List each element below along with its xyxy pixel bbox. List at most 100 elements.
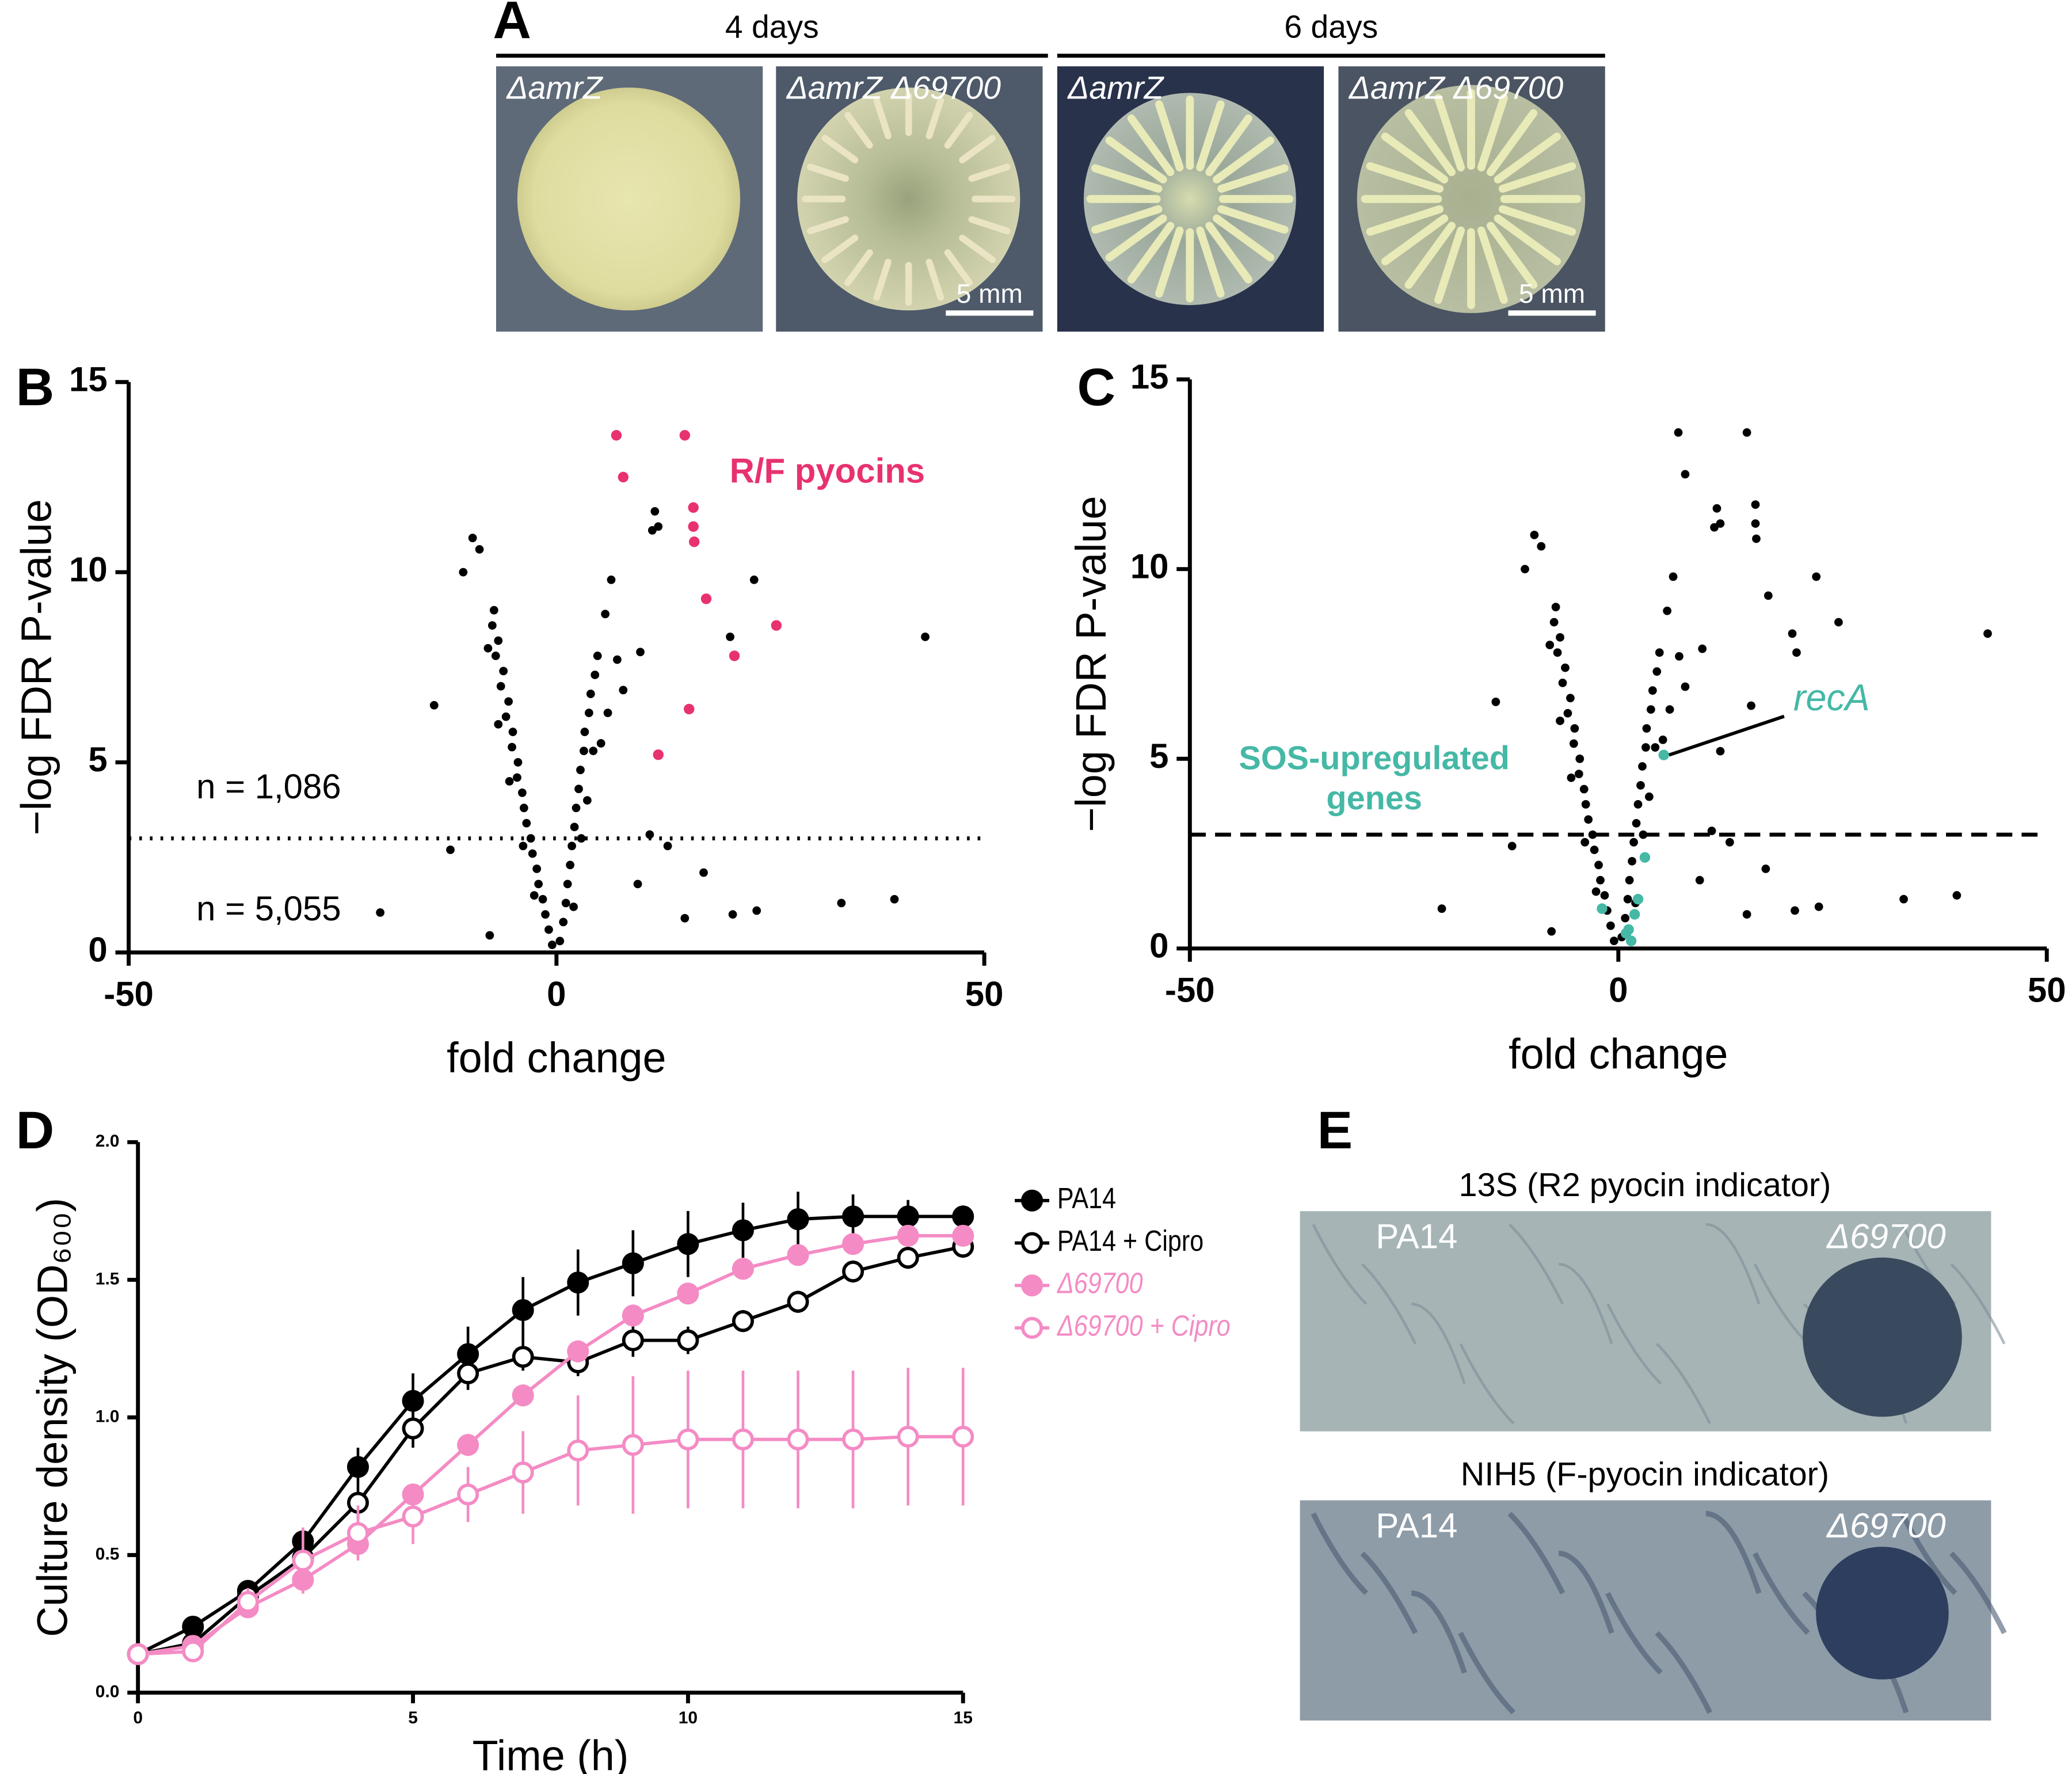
data-point bbox=[636, 648, 645, 657]
data-point bbox=[1567, 773, 1576, 782]
image-label: ΔamrZ Δ69700 bbox=[1348, 70, 1564, 105]
data-point bbox=[513, 758, 523, 767]
colony-wrinkle bbox=[1434, 226, 1465, 304]
data-point bbox=[1638, 762, 1647, 771]
data-point bbox=[650, 507, 660, 516]
data-point bbox=[459, 568, 468, 577]
data-point bbox=[1899, 894, 1908, 904]
data-point bbox=[897, 1205, 919, 1228]
data-point bbox=[732, 1310, 754, 1333]
data-point bbox=[513, 773, 521, 782]
data-point bbox=[1549, 618, 1559, 627]
data-point bbox=[688, 502, 699, 513]
data-point bbox=[1751, 519, 1760, 528]
plate-label: PA14 bbox=[1376, 1506, 1457, 1545]
plate-texture bbox=[1655, 1631, 1712, 1714]
data-point bbox=[1788, 629, 1797, 638]
data-point bbox=[622, 1304, 644, 1327]
data-point bbox=[534, 880, 543, 889]
data-point bbox=[787, 1208, 809, 1231]
colony-wrinkle bbox=[1091, 205, 1163, 234]
data-point bbox=[1569, 739, 1578, 748]
data-point bbox=[526, 834, 535, 843]
colony-wrinkle bbox=[1486, 109, 1538, 176]
image-label: ΔamrZ bbox=[505, 70, 603, 105]
colony-wrinkle bbox=[1486, 222, 1538, 289]
colony-wrinkle bbox=[1196, 226, 1225, 298]
plate-texture bbox=[1606, 1303, 1662, 1385]
data-point bbox=[842, 1428, 864, 1451]
plate-label: Δ69700 bbox=[1826, 1506, 1946, 1545]
data-point bbox=[663, 842, 672, 851]
plate-label: PA14 bbox=[1376, 1217, 1457, 1255]
panel-label: A bbox=[493, 0, 531, 50]
data-point bbox=[1628, 856, 1636, 866]
colony bbox=[1357, 85, 1586, 313]
colony-wrinkle bbox=[1381, 132, 1449, 184]
x-axis-title: fold change bbox=[447, 1034, 666, 1082]
colony-wrinkle bbox=[1404, 222, 1456, 289]
data-point bbox=[1681, 682, 1690, 691]
plate-texture bbox=[1360, 1551, 1418, 1635]
colony-wrinkle bbox=[821, 234, 859, 264]
colony-wrinkle bbox=[1498, 205, 1576, 236]
data-point bbox=[1597, 903, 1608, 914]
data-point bbox=[508, 743, 516, 752]
data-point bbox=[1747, 701, 1755, 710]
data-point bbox=[567, 1439, 589, 1461]
colony-wrinkle bbox=[959, 135, 996, 163]
data-point bbox=[584, 709, 593, 717]
colony-wrinkle bbox=[968, 216, 1011, 235]
colony-wrinkle bbox=[1155, 226, 1184, 298]
data-point bbox=[679, 430, 691, 441]
data-point bbox=[1600, 891, 1609, 900]
data-point bbox=[485, 931, 494, 940]
data-point bbox=[237, 1590, 259, 1613]
legend-marker bbox=[1021, 1232, 1043, 1254]
data-point bbox=[1625, 935, 1637, 946]
colony bbox=[797, 87, 1020, 311]
data-point bbox=[603, 709, 612, 717]
plate-texture bbox=[1558, 1263, 1613, 1345]
data-point bbox=[1642, 724, 1651, 733]
data-point bbox=[1621, 913, 1630, 923]
data-point bbox=[1545, 641, 1555, 649]
panel-label: B bbox=[16, 357, 55, 417]
data-point bbox=[505, 777, 514, 786]
data-point bbox=[468, 534, 477, 542]
legend-label: PA14 bbox=[1057, 1182, 1116, 1215]
colony-wrinkle bbox=[1498, 162, 1576, 193]
data-point bbox=[1710, 523, 1719, 532]
data-point bbox=[567, 1272, 589, 1294]
data-point bbox=[1712, 504, 1721, 513]
y-tick-label: 10 bbox=[69, 550, 108, 589]
plate-texture bbox=[1459, 1343, 1515, 1425]
data-point bbox=[952, 1425, 974, 1448]
y-tick-label: 0.5 bbox=[96, 1545, 120, 1564]
data-point bbox=[576, 766, 585, 774]
colony-wrinkle bbox=[1213, 214, 1275, 262]
data-point bbox=[1698, 644, 1707, 653]
data-point bbox=[1674, 428, 1683, 437]
y-axis-title: Culture density (OD₆₀₀) bbox=[28, 1198, 76, 1637]
legend-label: Δ69700 bbox=[1057, 1266, 1143, 1299]
data-point bbox=[457, 1483, 479, 1506]
data-point bbox=[1633, 800, 1643, 809]
data-point bbox=[1563, 709, 1572, 718]
colony-wrinkle bbox=[1404, 109, 1456, 176]
plate-texture bbox=[1458, 1631, 1515, 1715]
panel-label: E bbox=[1317, 1101, 1353, 1160]
data-point bbox=[1590, 846, 1599, 854]
colony-wrinkle bbox=[1494, 132, 1561, 184]
y-tick-label: 5 bbox=[88, 740, 107, 779]
data-point bbox=[512, 1461, 534, 1484]
data-point bbox=[1751, 500, 1760, 509]
data-point bbox=[1812, 572, 1821, 581]
colony-wrinkle bbox=[1196, 100, 1225, 172]
colony-wrinkle bbox=[944, 249, 973, 286]
data-point bbox=[563, 880, 572, 889]
colony-wrinkle bbox=[844, 112, 873, 149]
data-point bbox=[897, 1425, 919, 1448]
data-point bbox=[700, 593, 712, 604]
